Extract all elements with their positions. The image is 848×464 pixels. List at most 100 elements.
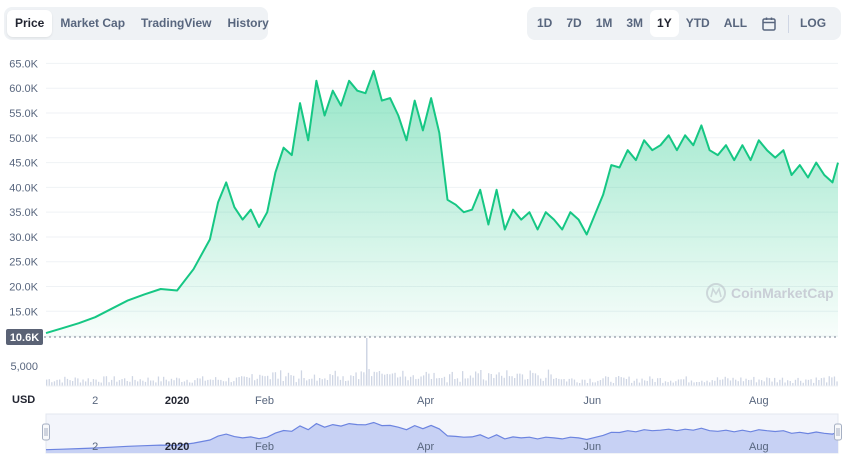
volume-bar [537, 375, 539, 386]
volume-bar [532, 372, 534, 386]
volume-bar [404, 376, 407, 386]
range-1m[interactable]: 1M [595, 16, 613, 30]
volume-bar [181, 382, 183, 386]
volume-bar [196, 378, 199, 386]
tab-price[interactable]: Price [7, 10, 53, 37]
volume-bar [607, 376, 609, 386]
volume-bar [178, 378, 180, 386]
volume-bar [176, 377, 178, 386]
volume-bar [157, 376, 160, 386]
volume-bar [475, 371, 477, 386]
range-1d[interactable]: 1D [537, 16, 553, 30]
volume-bar [677, 379, 680, 386]
volume-bar [802, 382, 804, 386]
y-tick-label: 45.0K [9, 158, 38, 170]
volume-bar [662, 382, 664, 386]
range-7d[interactable]: 7D [566, 16, 582, 30]
x-tick-label: Feb [255, 395, 274, 407]
divider [788, 14, 790, 33]
volume-bar [116, 381, 118, 386]
volume-bar [690, 380, 693, 386]
volume-bar [264, 376, 266, 386]
log-scale-toggle[interactable]: LOG [800, 16, 827, 30]
volume-bar [319, 378, 321, 386]
tab-market-cap[interactable]: Market Cap [60, 16, 126, 30]
volume-bar [92, 379, 95, 386]
x-tick-label: 2 [92, 395, 98, 407]
volume-bar [186, 379, 188, 386]
volume-bar [77, 378, 79, 386]
volume-bar [657, 378, 659, 386]
volume-bar [490, 374, 492, 386]
volume-bar [716, 377, 719, 386]
volume-bar [701, 380, 703, 386]
volume-bar [597, 380, 599, 386]
volume-bar [670, 380, 672, 386]
volume-bar [742, 381, 745, 386]
volume-bar [389, 374, 391, 386]
volume-bar [649, 376, 651, 386]
volume-bar [438, 378, 440, 386]
volume-bar [456, 378, 459, 386]
volume-bar [259, 374, 261, 386]
volume-bar [324, 378, 326, 386]
volume-bar [87, 378, 89, 386]
volume-bar [183, 381, 186, 386]
volume-bar [209, 379, 212, 386]
volume-bar [480, 370, 482, 386]
volume-bar [378, 371, 381, 386]
x-tick-label: Aug [749, 395, 769, 407]
volume-bar [605, 376, 607, 386]
range-1y[interactable]: 1Y [650, 10, 679, 37]
volume-bar [108, 382, 110, 386]
volume-bar [449, 374, 451, 386]
volume-bar [550, 374, 552, 386]
volume-bar [664, 381, 667, 386]
tab-history[interactable]: History [227, 16, 269, 30]
range-3m[interactable]: 3M [626, 16, 644, 30]
volume-bar [693, 382, 695, 386]
volume-bar [451, 371, 453, 386]
navigator-left-handle[interactable] [42, 423, 50, 441]
volume-bar [152, 380, 154, 386]
volume-bar [371, 376, 373, 386]
range-ytd[interactable]: YTD [685, 16, 710, 30]
volume-bar [680, 379, 682, 386]
volume-bar [423, 375, 425, 386]
navigator-tick-label: Feb [255, 441, 274, 453]
volume-bar [521, 374, 524, 386]
volume-bar [745, 378, 747, 386]
volume-bar [410, 376, 412, 386]
volume-bar [376, 372, 378, 386]
volume-bar [563, 379, 565, 386]
volume-bar [368, 369, 370, 386]
volume-bar [170, 378, 173, 386]
volume-bar [82, 379, 84, 386]
tab-tradingview[interactable]: TradingView [141, 16, 212, 30]
volume-bar [524, 379, 526, 386]
volume-bar [566, 381, 568, 386]
volume-bar [173, 380, 175, 386]
volume-bar [316, 380, 318, 386]
currency-label: USD [12, 394, 35, 406]
volume-bar [688, 382, 690, 386]
volume-bar [337, 376, 339, 386]
volume-bar [261, 375, 264, 386]
volume-bar [233, 381, 235, 386]
volume-bar [724, 376, 726, 386]
volume-bar [56, 379, 58, 386]
navigator-right-handle[interactable] [834, 423, 842, 441]
volume-bar [732, 377, 734, 386]
y-tick-label: 55.0K [9, 108, 38, 120]
volume-bar [139, 379, 141, 386]
volume-bar [342, 376, 344, 386]
volume-bar [753, 376, 755, 386]
range-all[interactable]: ALL [723, 16, 748, 30]
current-price-label: 10.6K [6, 329, 43, 345]
volume-bar [755, 382, 758, 386]
volume-bar [781, 377, 784, 386]
calendar-icon[interactable] [754, 10, 784, 37]
volume-bar [573, 379, 576, 386]
volume-bar [727, 378, 729, 386]
price-line [45, 69, 839, 335]
